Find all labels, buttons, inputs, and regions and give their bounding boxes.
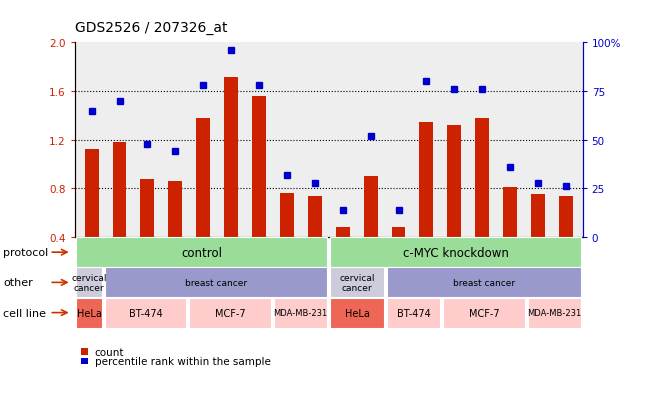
Text: MDA-MB-231: MDA-MB-231 (273, 309, 327, 317)
Bar (443, 298, 525, 328)
Bar (141, 179, 154, 286)
Bar (76, 237, 327, 268)
Bar (280, 194, 294, 286)
Bar (330, 237, 581, 268)
Bar (364, 177, 378, 286)
Text: protocol: protocol (3, 247, 49, 258)
Bar (387, 268, 581, 298)
Bar (559, 196, 573, 286)
Bar (330, 268, 383, 298)
Bar (76, 268, 102, 298)
Bar (528, 298, 581, 328)
Text: MDA-MB-231: MDA-MB-231 (527, 309, 581, 317)
Text: GDS2526 / 207326_at: GDS2526 / 207326_at (75, 21, 227, 35)
Bar (105, 268, 327, 298)
Bar (447, 126, 462, 286)
Bar (419, 122, 434, 286)
Text: breast cancer: breast cancer (453, 278, 515, 287)
Bar (503, 188, 517, 286)
Text: control: control (182, 246, 222, 259)
Bar (105, 298, 186, 328)
Bar (85, 150, 98, 286)
Text: other: other (3, 278, 33, 288)
Bar (224, 77, 238, 286)
Bar (387, 298, 440, 328)
Bar (113, 143, 126, 286)
Bar (274, 298, 327, 328)
Bar (252, 97, 266, 286)
Bar (76, 298, 102, 328)
Text: percentile rank within the sample: percentile rank within the sample (95, 356, 271, 366)
Bar (196, 119, 210, 286)
Text: MCF-7: MCF-7 (215, 308, 245, 318)
Bar (169, 182, 182, 286)
Text: HeLa: HeLa (344, 308, 369, 318)
Text: breast cancer: breast cancer (185, 278, 247, 287)
Text: cervical
cancer: cervical cancer (71, 273, 107, 292)
Text: BT-474: BT-474 (396, 308, 430, 318)
Bar (330, 298, 383, 328)
Bar (475, 119, 489, 286)
Text: MCF-7: MCF-7 (469, 308, 499, 318)
Bar (391, 228, 406, 286)
Text: c-MYC knockdown: c-MYC knockdown (403, 246, 508, 259)
Bar (531, 195, 545, 286)
Text: HeLa: HeLa (77, 308, 102, 318)
Text: cervical
cancer: cervical cancer (339, 273, 375, 292)
Bar (336, 228, 350, 286)
Bar (308, 196, 322, 286)
Text: BT-474: BT-474 (128, 308, 162, 318)
Bar (189, 298, 271, 328)
Text: cell line: cell line (3, 308, 46, 318)
Text: count: count (95, 347, 124, 357)
